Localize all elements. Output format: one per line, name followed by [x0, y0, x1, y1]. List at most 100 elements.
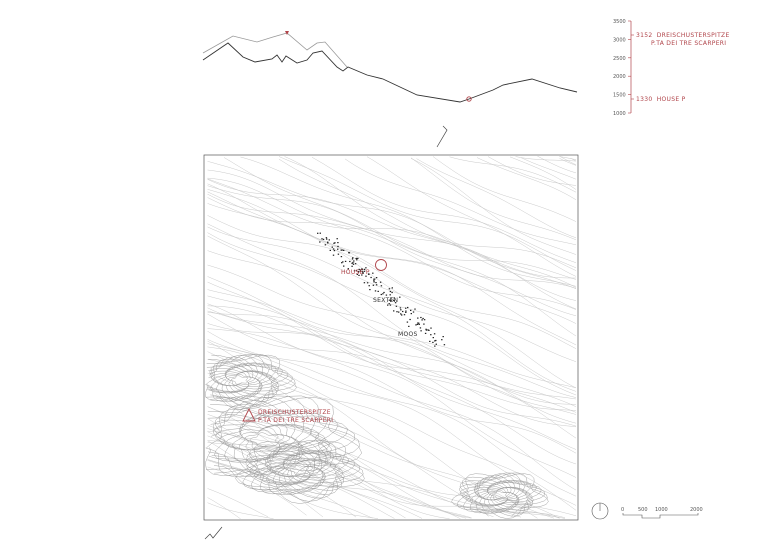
building [324, 244, 327, 246]
contour-line [207, 223, 577, 398]
contour-line [284, 156, 576, 279]
building [322, 238, 325, 240]
building [425, 328, 427, 330]
building [395, 305, 398, 307]
building [368, 285, 370, 287]
rock-contour [210, 409, 332, 476]
building [361, 269, 363, 271]
building [377, 290, 379, 292]
rock-contour [259, 449, 344, 492]
rock-contour [249, 432, 279, 448]
building [332, 248, 335, 250]
building [326, 238, 328, 240]
building [319, 232, 321, 234]
rock-contour [269, 455, 326, 485]
building [433, 333, 436, 335]
building [435, 343, 437, 345]
map-label-moos: MOOS [398, 331, 418, 338]
rock-contour [265, 450, 341, 490]
contour-line [449, 156, 577, 193]
building [393, 310, 395, 312]
north-compass-icon [591, 502, 609, 520]
contour-line [207, 424, 450, 520]
building [420, 330, 422, 332]
building [407, 306, 409, 309]
building [358, 268, 360, 270]
contour-line [207, 250, 577, 405]
building [418, 323, 420, 325]
building [405, 307, 407, 309]
contour-line [207, 313, 577, 439]
building [417, 317, 419, 319]
building [414, 308, 416, 310]
building [342, 261, 344, 263]
building [442, 336, 444, 338]
building [391, 291, 393, 294]
profile-section-line [202, 42, 578, 103]
building [341, 249, 343, 251]
building [419, 327, 422, 329]
house-location-icon [375, 259, 387, 271]
building [347, 268, 349, 270]
contour-line [207, 177, 577, 310]
contour-line [344, 158, 577, 246]
building [387, 304, 389, 306]
rock-contour [451, 473, 549, 517]
rock-contour [282, 460, 321, 480]
building [333, 242, 335, 244]
rock-contour [210, 354, 297, 410]
building [441, 339, 443, 341]
contour-line [410, 158, 577, 255]
building [361, 274, 363, 276]
contour-line [207, 305, 577, 427]
contour-line [207, 161, 577, 289]
contour-line [487, 156, 577, 186]
scale-tick-2000: 2000 [690, 507, 703, 513]
contour-line [207, 460, 357, 518]
axis-tick-label: 2000 [613, 74, 626, 80]
building [400, 309, 402, 311]
building [333, 250, 336, 252]
building [356, 259, 358, 261]
axis-tick-label: 3000 [613, 37, 626, 43]
building [443, 344, 446, 346]
building [340, 249, 342, 251]
rock-contour [204, 354, 289, 402]
contour-line [278, 156, 577, 271]
rock-contour [205, 354, 296, 408]
building [434, 340, 436, 342]
building [341, 262, 343, 264]
contour-line [207, 488, 269, 518]
contour-line [416, 158, 577, 239]
building [432, 337, 434, 339]
rock-contour [230, 375, 248, 385]
rock-contour [456, 472, 548, 519]
peak-marker-icon [285, 31, 289, 35]
building [357, 271, 360, 273]
rock-contour [231, 424, 300, 458]
contour-line [207, 264, 577, 413]
building [416, 323, 419, 325]
contour-line [223, 157, 577, 280]
building [379, 281, 382, 283]
building [366, 282, 369, 284]
building [383, 291, 385, 294]
rock-contour [284, 461, 317, 478]
peak-alt-name: P.TA DEI TRE SCARPERI [651, 40, 726, 47]
building [382, 293, 384, 295]
contour-line [410, 157, 577, 241]
building [393, 297, 395, 299]
building [388, 299, 391, 301]
rock-contour [473, 481, 528, 508]
rock-contour [465, 479, 534, 513]
contour-line [207, 189, 577, 324]
house-elevation-label: 1330 HOUSE P [636, 96, 686, 103]
building [373, 280, 375, 282]
building [406, 321, 409, 323]
building [390, 297, 393, 299]
building [353, 270, 356, 272]
building [349, 260, 351, 263]
building [365, 275, 367, 277]
map-label-house: HOUSE P [341, 269, 370, 276]
